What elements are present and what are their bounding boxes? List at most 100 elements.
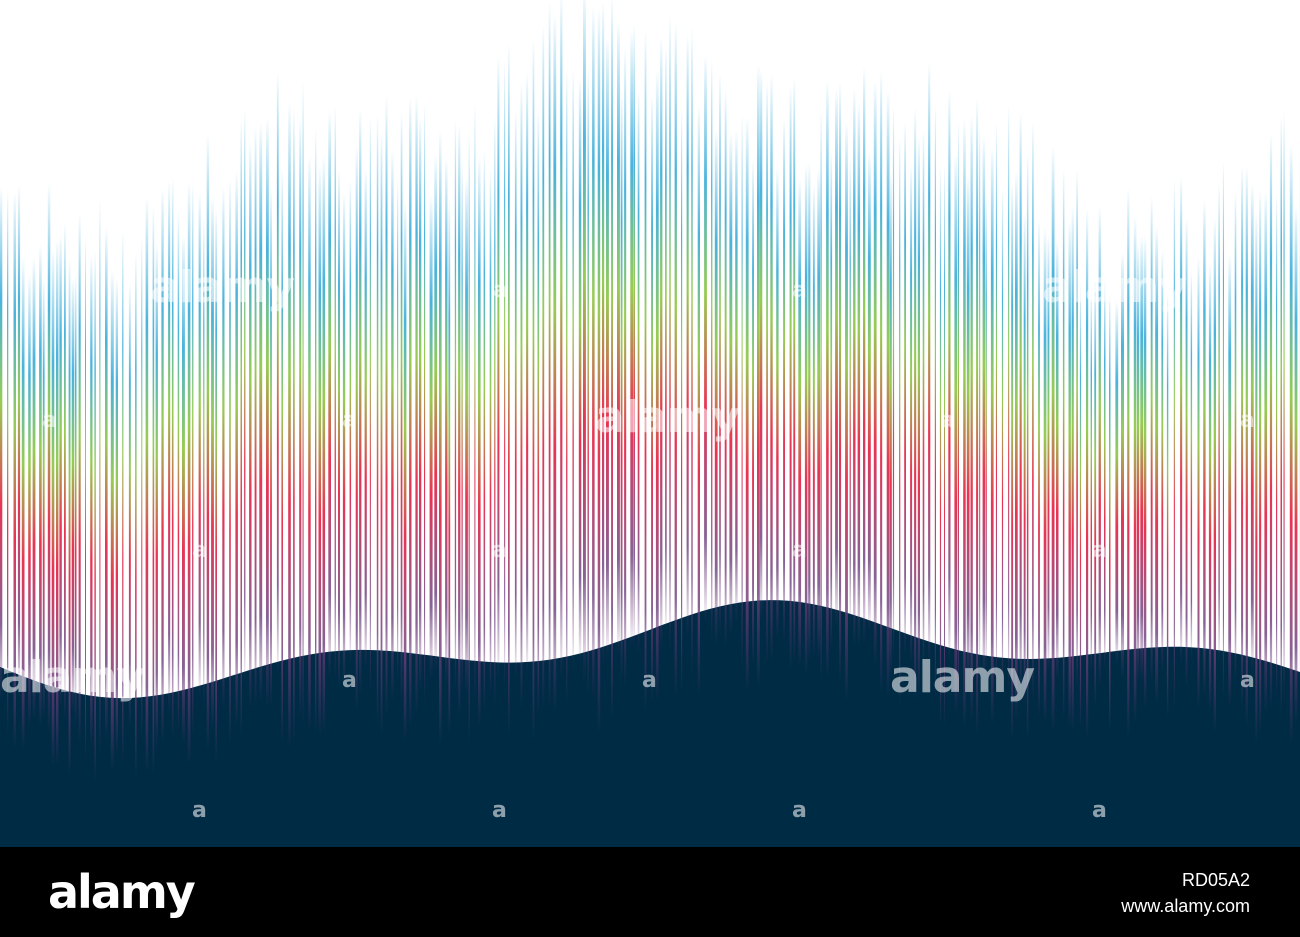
vertical-line bbox=[171, 177, 174, 738]
vertical-line bbox=[266, 117, 269, 708]
vertical-line bbox=[299, 117, 302, 717]
vertical-line bbox=[954, 154, 958, 715]
vertical-line bbox=[1032, 121, 1034, 701]
vertical-line bbox=[817, 168, 821, 658]
vertical-line bbox=[617, 21, 620, 656]
vertical-line bbox=[793, 76, 796, 663]
vertical-line bbox=[334, 106, 336, 680]
vertical-line bbox=[409, 96, 412, 727]
vertical-line bbox=[665, 46, 667, 636]
vertical-line bbox=[229, 178, 231, 746]
vertical-line bbox=[1161, 250, 1164, 672]
vertical-line bbox=[51, 249, 55, 767]
vertical-line bbox=[235, 170, 238, 727]
vertical-line bbox=[1259, 189, 1262, 732]
vertical-line bbox=[1094, 279, 1097, 707]
vertical-line bbox=[644, 30, 647, 713]
vertical-line bbox=[1079, 279, 1082, 728]
vertical-line bbox=[630, 30, 633, 648]
vertical-line bbox=[85, 236, 86, 761]
vertical-line bbox=[415, 95, 418, 716]
vertical-line bbox=[542, 25, 545, 710]
vertical-lines-graphic bbox=[0, 0, 1300, 847]
vertical-line bbox=[845, 122, 848, 700]
vertical-line bbox=[397, 179, 399, 683]
vertical-line bbox=[369, 116, 371, 694]
vertical-line bbox=[64, 222, 66, 721]
vertical-line bbox=[1255, 211, 1258, 744]
vertical-line bbox=[359, 108, 362, 695]
vertical-line bbox=[587, 67, 589, 696]
vertical-line bbox=[342, 193, 346, 687]
vertical-line bbox=[355, 145, 358, 711]
vertical-line bbox=[47, 183, 51, 733]
vertical-line bbox=[904, 122, 906, 657]
vertical-line bbox=[917, 137, 920, 695]
vertical-line bbox=[494, 115, 496, 707]
vertical-line bbox=[592, 6, 595, 699]
vertical-line bbox=[391, 150, 394, 702]
vertical-line bbox=[42, 278, 45, 719]
vertical-line bbox=[445, 157, 448, 686]
vertical-line bbox=[206, 134, 210, 751]
vertical-line bbox=[497, 55, 500, 679]
vertical-line bbox=[403, 201, 407, 741]
vertical-line bbox=[1241, 165, 1244, 708]
vertical-line bbox=[729, 133, 733, 635]
vertical-line bbox=[1269, 134, 1273, 708]
vertical-line bbox=[376, 115, 379, 725]
vertical-line bbox=[39, 245, 42, 727]
vertical-line bbox=[270, 185, 272, 707]
vertical-line bbox=[681, 107, 683, 694]
vertical-line bbox=[1250, 184, 1254, 674]
vertical-line bbox=[766, 81, 768, 663]
vertical-line bbox=[611, 0, 613, 720]
vertical-line bbox=[514, 110, 517, 680]
vertical-line bbox=[424, 102, 426, 702]
vertical-line bbox=[714, 130, 718, 646]
vertical-line bbox=[203, 218, 205, 705]
vertical-line bbox=[957, 120, 959, 708]
vertical-line bbox=[419, 117, 422, 693]
vertical-line bbox=[985, 193, 987, 671]
vertical-line bbox=[105, 228, 108, 740]
vertical-line bbox=[757, 64, 760, 688]
vertical-line bbox=[776, 166, 779, 638]
vertical-line bbox=[508, 42, 510, 736]
vertical-line bbox=[995, 121, 997, 687]
vertical-line bbox=[674, 23, 677, 698]
vertical-line bbox=[461, 160, 463, 691]
vertical-line bbox=[222, 187, 225, 709]
vertical-line bbox=[867, 152, 871, 632]
vertical-line bbox=[886, 91, 890, 698]
vertical-line bbox=[1086, 208, 1089, 739]
vertical-line bbox=[288, 102, 291, 749]
vertical-line bbox=[1098, 205, 1101, 686]
vertical-line bbox=[429, 195, 433, 678]
vertical-line bbox=[168, 180, 171, 714]
vertical-line bbox=[328, 111, 331, 678]
vertical-line bbox=[1001, 188, 1004, 692]
vertical-line bbox=[597, 7, 601, 733]
vertical-line bbox=[548, 0, 551, 709]
vertical-line bbox=[637, 88, 640, 656]
abstract-sound-wave-artwork: alamy alamy alamy alamy alamy a a a a a … bbox=[0, 0, 1300, 847]
vertical-line bbox=[1047, 233, 1050, 672]
vertical-line bbox=[526, 72, 529, 675]
vertical-line bbox=[1197, 255, 1200, 708]
vertical-line bbox=[752, 160, 754, 665]
vertical-line bbox=[315, 129, 317, 735]
vertical-line bbox=[944, 164, 945, 727]
vertical-line bbox=[56, 239, 59, 766]
vertical-line bbox=[385, 96, 388, 715]
vertical-line bbox=[1062, 168, 1065, 719]
vertical-line bbox=[1245, 165, 1248, 726]
vertical-line bbox=[99, 199, 101, 756]
vertical-line bbox=[735, 130, 738, 623]
vertical-line bbox=[963, 118, 966, 729]
vertical-line bbox=[364, 169, 367, 670]
vertical-line bbox=[1043, 227, 1047, 722]
vertical-line bbox=[741, 114, 743, 670]
vertical-line bbox=[1109, 291, 1111, 733]
vertical-line bbox=[240, 118, 242, 738]
